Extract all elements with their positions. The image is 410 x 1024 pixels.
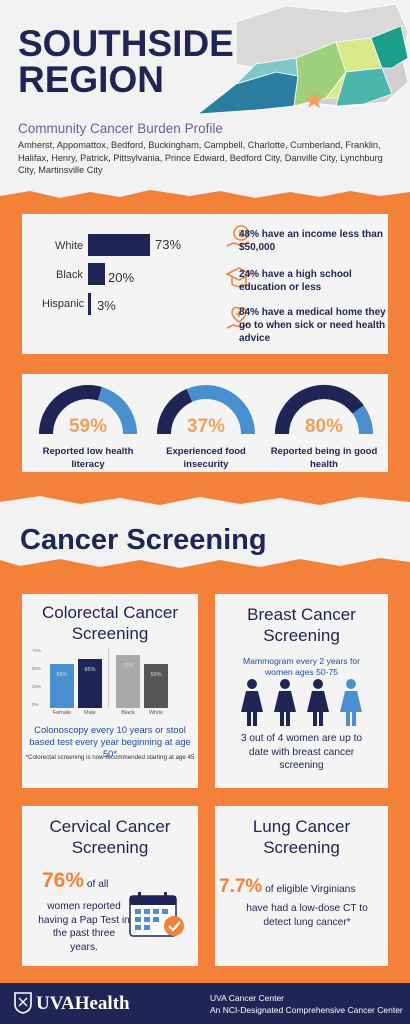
colorectal-x-label-black: Black [121, 710, 135, 716]
colorectal-chart: 75% 50% 25% 0% 59% 65% 71% 59% [32, 648, 178, 708]
gauge-value-health-literacy: 59% [68, 416, 108, 437]
colorectal-card: Colorectal Cancer Screening 75% 50% 25% … [22, 594, 198, 788]
screening-title-band [0, 496, 410, 568]
gauge-arc-food-insecurity [157, 385, 255, 435]
bar-label-hispanic: Hispanic [42, 298, 85, 310]
lung-pct: 7.7% [219, 876, 263, 897]
bar-value-black: 20% [108, 270, 135, 285]
footer: UVAHealth UVA Cancer Center An NCI-Desig… [0, 983, 410, 1024]
gauge-caption-health-literacy: Reported low health literacy [42, 446, 134, 470]
colorectal-bar-male: 65% [78, 659, 102, 708]
colorectal-bar-value-white: 59% [150, 671, 162, 678]
income-stat: 48% have an income less than $50,000 [239, 229, 383, 253]
uva-health-logo: UVAHealth [36, 993, 130, 1014]
breast-note: Mammogram every 2 years for women ages 5… [242, 656, 360, 677]
medical-home-stat: 84% have a medical home they go to when … [239, 307, 386, 344]
colorectal-footnote: *Colorectal screening is now recommended… [25, 754, 195, 761]
y-tick-75: 75% [32, 648, 42, 653]
gauge-good-health: 80% Reported being in good health [271, 384, 377, 470]
lung-title: Lung Cancer Screening [252, 817, 351, 857]
cervical-stat: 76% of all [42, 870, 122, 892]
colorectal-title: Colorectal Cancer Screening [41, 603, 179, 643]
cervical-pct: 76% [42, 869, 85, 892]
gauge-value-food-insecurity: 37% [186, 416, 226, 437]
y-tick-25: 25% [32, 684, 42, 689]
women-icons [237, 678, 367, 728]
gauge-health-literacy: 59% Reported low health literacy [38, 384, 138, 470]
colorectal-bar-white: 59% [144, 663, 168, 708]
y-tick-50: 50% [32, 666, 42, 671]
calendar-check-icon [129, 892, 184, 937]
gauge-fill-3 [275, 385, 364, 435]
gauge-arc-good-health [275, 385, 373, 435]
star-icon [305, 92, 323, 108]
subtitle: Community Cancer Burden Profile [18, 121, 223, 136]
bar-hispanic [88, 293, 91, 315]
bar-label-black: Black [56, 269, 83, 281]
y-tick-0: 0% [32, 702, 39, 707]
footer-line1: UVA Cancer Center [210, 993, 285, 1003]
bar-value-hispanic: 3% [97, 298, 116, 313]
region-map [197, 3, 409, 114]
breast-title: Breast Cancer Screening [247, 605, 356, 645]
footer-line2: An NCI-Designated Comprehensive Cancer C… [210, 1005, 403, 1015]
colorectal-note: Colonoscopy every 10 years or stool base… [29, 724, 191, 759]
colorectal-bar-value-female: 59% [56, 671, 68, 678]
breast-card: Breast Cancer Screening Mammogram every … [215, 594, 388, 788]
chart-divider [108, 648, 109, 708]
colorectal-x-label-female: Female [52, 710, 72, 716]
colorectal-x-label-male: Male [84, 710, 96, 716]
medical-home-icon [226, 306, 250, 329]
cervical-text-b: women reported having a Pap Test in the … [38, 901, 130, 953]
colorectal-bar-black: 71% [116, 654, 140, 708]
gauges-panel: 59% Reported low health literacy 37% Exp… [22, 374, 388, 472]
education-stat: 24% have a high school education or less [239, 269, 352, 293]
lung-text-a: of eligible Virginians [262, 884, 356, 895]
bar-black [88, 263, 105, 285]
gauge-caption-food-insecurity: Experienced food insecurity [166, 446, 246, 470]
colorectal-bar-value-male: 65% [84, 667, 96, 674]
torn-edge [0, 186, 410, 198]
gauge-food-insecurity: 37% Experienced food insecurity [156, 384, 256, 470]
woman-icon-1 [241, 679, 263, 726]
cervical-card: Cervical Cancer Screening 76% of all wom… [22, 806, 198, 966]
woman-icon-2 [274, 679, 296, 726]
gauge-caption-good-health: Reported being in good health [270, 446, 378, 470]
colorectal-bar-value-black: 71% [122, 662, 134, 669]
cervical-title: Cervical Cancer Screening [49, 817, 171, 857]
bar-white [88, 234, 150, 256]
gauge-fill-1 [39, 385, 102, 435]
svg-text:$: $ [238, 229, 244, 240]
bar-label-white: White [55, 240, 84, 252]
gauge-fill-2 [157, 389, 193, 435]
lung-stat: 7.7% of eligible Virginians [219, 877, 388, 897]
region-title: SOUTHSIDE REGION [18, 23, 234, 100]
money-hand-icon: $ [226, 225, 250, 247]
lung-text-b: have had a low-dose CT to detect lung ca… [246, 903, 368, 928]
colorectal-bar-female: 59% [50, 663, 74, 708]
section-title-cancer-screening: Cancer Screening [20, 524, 267, 556]
bar-value-white: 73% [155, 237, 182, 252]
colorectal-x-label-white: White [148, 710, 164, 716]
lung-card: Lung Cancer Screening 7.7% of eligible V… [215, 806, 388, 966]
demographics-panel: White 73% Black 20% Hispanic 3% $ 48% ha… [22, 214, 388, 354]
gauge-value-good-health: 80% [304, 416, 344, 437]
gauge-arc-health-literacy [39, 385, 137, 435]
uva-shield-icon [14, 992, 32, 1014]
header: SOUTHSIDE REGION Community Cancer Burden… [0, 0, 410, 190]
woman-icon-4 [340, 679, 362, 726]
cervical-text-a: of all [84, 879, 109, 890]
woman-icon-3 [307, 679, 329, 726]
breast-fact: 3 out of 4 women are up to date with bre… [240, 733, 363, 771]
county-list: Amherst, Appomattox, Bedford, Buckingham… [18, 140, 383, 175]
graduation-cap-icon [225, 267, 253, 288]
